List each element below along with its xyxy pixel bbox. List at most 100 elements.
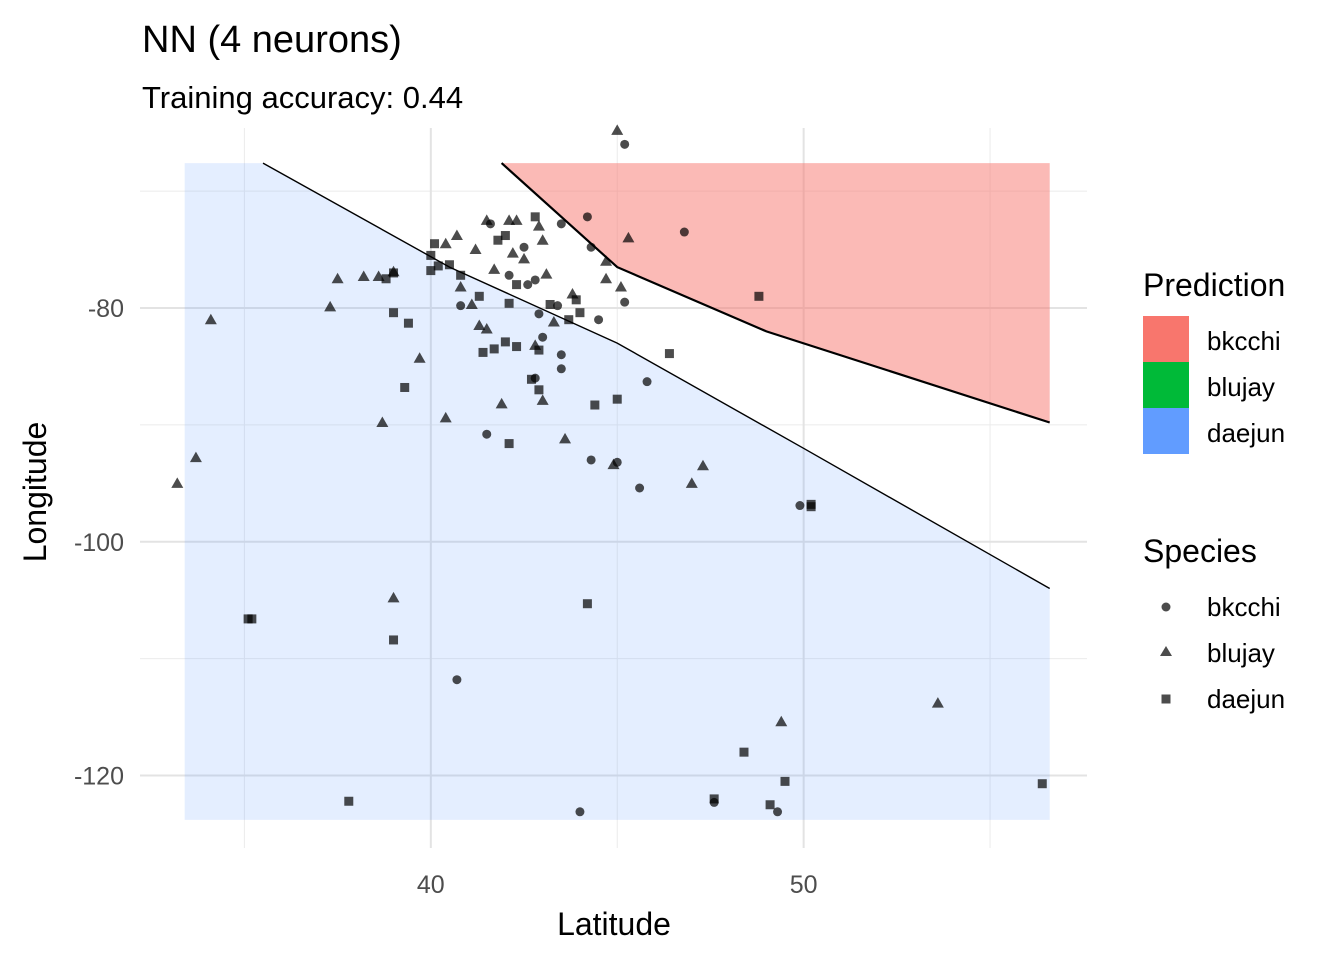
x-tick-label: 50 (790, 871, 818, 899)
point-blujay (607, 458, 620, 470)
point-daejun (571, 295, 581, 305)
point-daejun (493, 235, 503, 245)
point-blujay (450, 229, 463, 241)
point-daejun (530, 212, 540, 222)
point-daejun (500, 231, 510, 241)
point-blujay (465, 298, 478, 309)
legend-key-triangle (1160, 646, 1172, 656)
legend-key-bkcchi-fill (1143, 316, 1189, 362)
point-blujay (506, 247, 519, 258)
point-blujay (413, 352, 426, 363)
point-bkcchi (534, 309, 544, 319)
point-blujay (439, 411, 452, 423)
point-daejun (444, 260, 454, 270)
point-daejun (389, 268, 399, 278)
point-daejun (247, 614, 257, 624)
species-label-blujay: blujay (1207, 638, 1275, 668)
point-daejun (754, 291, 764, 301)
point-daejun (426, 266, 436, 276)
point-bkcchi (582, 212, 592, 222)
point-daejun (526, 374, 536, 384)
y-axis-title: Longitude (17, 422, 53, 563)
species-legend-title: Species (1143, 533, 1257, 569)
point-daejun (512, 342, 522, 352)
legend-label-blujay: blujay (1207, 372, 1275, 402)
point-blujay (559, 432, 572, 444)
point-daejun (612, 394, 622, 404)
point-bkcchi (620, 297, 630, 307)
point-daejun (564, 315, 574, 325)
point-daejun (534, 385, 544, 395)
point-blujay (439, 237, 452, 249)
point-blujay (204, 313, 217, 325)
point-daejun (426, 250, 436, 260)
point-blujay (469, 243, 482, 255)
point-daejun (478, 347, 488, 357)
point-blujay (387, 591, 400, 603)
x-tick-label: 40 (417, 871, 445, 899)
point-bkcchi (530, 275, 540, 285)
point-blujay (480, 323, 493, 334)
point-daejun (456, 270, 466, 280)
point-daejun (381, 274, 391, 284)
point-daejun (389, 635, 399, 645)
point-bkcchi (586, 242, 596, 252)
point-blujay (600, 255, 613, 266)
point-bkcchi (795, 501, 805, 511)
decision-boundaries (262, 162, 1051, 590)
chart-subtitle: Training accuracy: 0.44 (142, 80, 463, 115)
point-blujay (171, 477, 184, 488)
legend-key-daejun-fill (1143, 408, 1189, 454)
species-legend: Species bkcchi blujay daejun (1143, 533, 1285, 714)
point-daejun (780, 776, 790, 786)
point-blujay (536, 394, 549, 405)
point-blujay (540, 268, 553, 279)
point-blujay (611, 124, 624, 135)
point-daejun (504, 439, 514, 449)
point-blujay (696, 459, 709, 471)
point-bkcchi (452, 675, 462, 685)
point-blujay (532, 220, 545, 231)
point-blujay (600, 272, 613, 284)
point-daejun (512, 280, 522, 290)
point-bkcchi (556, 219, 566, 229)
point-blujay (495, 397, 508, 409)
point-daejun (430, 239, 440, 249)
point-blujay (480, 214, 493, 225)
point-blujay (473, 319, 486, 331)
legend-label-daejun: daejun (1207, 418, 1285, 448)
point-bkcchi (575, 807, 585, 817)
point-blujay (488, 263, 501, 274)
legend-key-square (1161, 694, 1171, 704)
y-tick-label: -100 (74, 529, 124, 557)
point-blujay (547, 316, 560, 327)
point-blujay (622, 231, 635, 243)
point-bkcchi (586, 455, 596, 465)
region-daejun (184, 163, 1050, 820)
axis-tick-labels: 40 50 -80 -100 -120 (74, 295, 818, 899)
point-bkcchi (553, 301, 563, 311)
point-daejun (403, 318, 413, 328)
region-bkcchi (501, 163, 1050, 423)
point-blujay (376, 416, 389, 428)
x-axis-title: Latitude (557, 906, 671, 942)
point-blujay (931, 697, 944, 708)
point-daejun (1037, 779, 1047, 789)
point-daejun (806, 499, 816, 509)
prediction-regions (184, 163, 1050, 820)
point-daejun (534, 345, 544, 355)
point-bkcchi (594, 315, 604, 325)
point-daejun (433, 261, 443, 271)
point-blujay (454, 280, 467, 292)
point-blujay (775, 715, 788, 727)
point-bkcchi (556, 364, 566, 374)
prediction-legend: Prediction bkcchi blujay daejun (1143, 267, 1285, 454)
chart-title: NN (4 neurons) (142, 19, 402, 61)
point-bkcchi (773, 807, 783, 817)
point-daejun (709, 794, 719, 804)
point-blujay (503, 214, 516, 225)
point-daejun (664, 349, 674, 359)
point-blujay (685, 477, 698, 488)
point-daejun (344, 796, 354, 806)
